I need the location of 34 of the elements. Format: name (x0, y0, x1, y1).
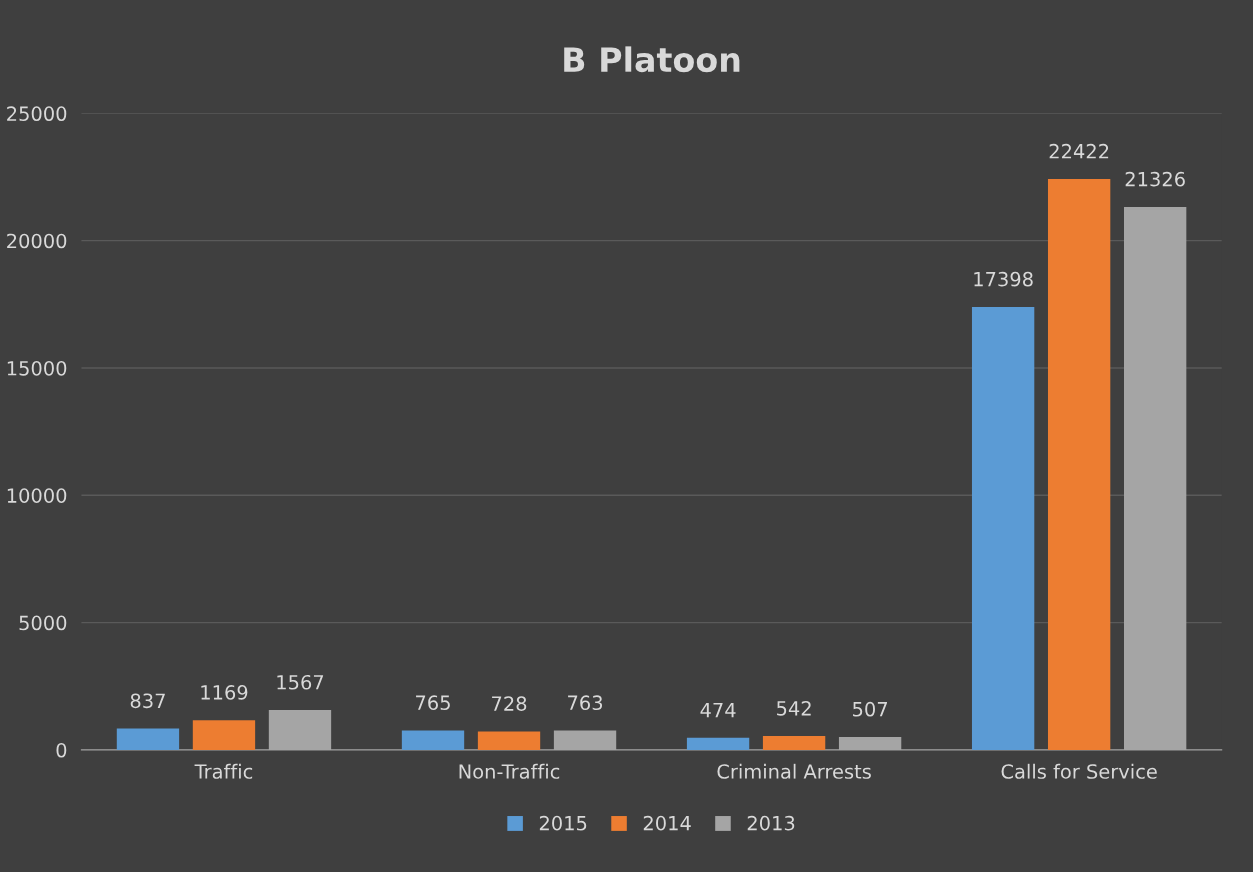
bar (192, 720, 256, 750)
bar (477, 731, 541, 750)
x-tick-label: Criminal Arrests (717, 763, 871, 779)
y-tick-label: 10000 (7, 488, 67, 503)
y-tick-label: 5000 (19, 615, 67, 631)
data-label: 542 (777, 700, 811, 716)
x-tick-label: Non-Traffic (459, 763, 560, 779)
legend-label: 2015 (539, 815, 587, 831)
y-tick-label: 20000 (7, 233, 67, 249)
data-label: 507 (853, 701, 887, 717)
data-label: 17398 (974, 271, 1033, 287)
data-label: 1567 (277, 674, 324, 690)
bar (971, 306, 1035, 750)
data-label: 763 (568, 695, 603, 711)
bar (762, 736, 826, 750)
legend-label: 2013 (747, 815, 795, 831)
y-tick-label: 15000 (7, 360, 67, 376)
x-tick-label: Traffic (194, 763, 253, 779)
legend-label: 2014 (643, 815, 691, 831)
data-label: 21326 (1125, 171, 1185, 187)
data-label: 1169 (201, 685, 248, 700)
data-label: 474 (700, 702, 736, 718)
bar (686, 737, 750, 750)
x-tick-label: Calls for Service (1001, 763, 1157, 779)
y-tick-label: 25000 (7, 106, 67, 122)
y-tick-label: 0 (56, 742, 67, 758)
bar (1047, 179, 1111, 750)
data-label: 837 (130, 693, 165, 709)
data-label: 765 (416, 695, 450, 711)
bar (401, 730, 465, 750)
bar (116, 728, 180, 750)
data-label: 22422 (1049, 143, 1109, 159)
data-label: 728 (492, 696, 527, 711)
chart-title: B Platoon (564, 46, 740, 73)
